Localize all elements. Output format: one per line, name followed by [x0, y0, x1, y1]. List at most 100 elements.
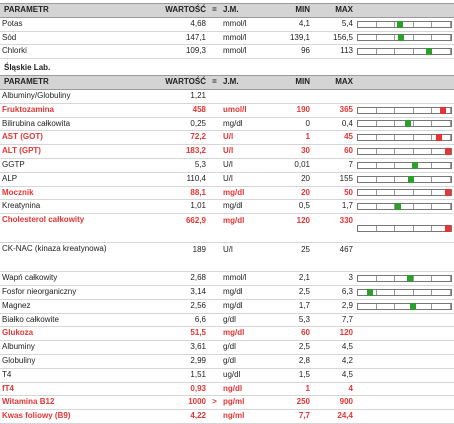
range-min: 25 — [274, 242, 312, 273]
table-row: ALT (GPT) 183,2 U/l 30 60 — [0, 144, 454, 159]
range-max: 1,7 — [312, 199, 355, 215]
table-row: Fosfor nieorganiczny 3,14 mg/dl 2,5 6,3 — [0, 285, 454, 300]
range-marker — [411, 161, 418, 169]
range-min: 0,5 — [274, 199, 312, 215]
range-marker — [445, 224, 451, 232]
unit-label: mg/dl — [221, 299, 274, 314]
result-flag — [208, 409, 221, 424]
result-value: 51,5 — [152, 326, 208, 342]
scale-segment — [432, 162, 451, 168]
parameter-name: GGTP — [0, 158, 152, 173]
range-marker — [366, 288, 373, 296]
range-indicator-cell — [355, 186, 454, 201]
parameter-name: Wapń całkowity — [0, 271, 152, 286]
unit-label: mmol/l — [221, 17, 274, 32]
result-flag: > — [208, 395, 221, 411]
range-indicator-cell — [355, 313, 454, 328]
result-value: 4,22 — [152, 409, 208, 424]
header-jm: J.M. — [221, 75, 274, 90]
scale-segment — [358, 149, 377, 155]
range-indicator-cell — [355, 89, 454, 104]
scale-segment — [377, 176, 396, 182]
range-scale-bar — [357, 134, 452, 142]
parameter-name: Mocznik — [0, 186, 152, 201]
result-value: 458 — [152, 103, 208, 118]
scale-segment — [377, 135, 396, 141]
range-indicator-cell — [355, 172, 454, 187]
scale-segment — [414, 107, 433, 113]
unit-label — [221, 89, 274, 104]
lab-results-page: PARAMETR WARTOŚĆ = J.M. MIN MAX Potas 4,6… — [0, 3, 454, 424]
scale-segment — [377, 276, 396, 282]
result-value: 1,51 — [152, 368, 208, 383]
scale-segment — [358, 107, 377, 113]
scale-segment — [414, 162, 433, 168]
result-flag — [208, 172, 221, 187]
scale-segment — [358, 289, 377, 295]
range-scale-bar — [357, 224, 452, 232]
result-value: 0,25 — [152, 117, 208, 132]
parameter-name: Magnez — [0, 299, 152, 314]
scale-segment — [358, 21, 377, 27]
scale-segment — [395, 276, 414, 282]
range-max: 7 — [312, 158, 355, 173]
range-scale-bar — [357, 161, 452, 169]
parameter-name: ALP — [0, 172, 152, 187]
scale-segment — [414, 289, 433, 295]
header-eq: = — [208, 3, 221, 18]
range-max: 5,4 — [312, 17, 355, 32]
range-min: 1 — [274, 130, 312, 146]
result-flag — [208, 368, 221, 383]
table-row: Potas 4,68 mmol/l 4,1 5,4 — [0, 17, 454, 32]
scale-segment — [377, 149, 396, 155]
table-header-row: PARAMETR WARTOŚĆ = J.M. MIN MAX — [0, 3, 454, 18]
range-min: 139,1 — [274, 31, 312, 46]
result-value: 72,2 — [152, 130, 208, 146]
biochemistry-table: PARAMETR WARTOŚĆ = J.M. MIN MAX Albuminy… — [0, 75, 454, 424]
table-row: Wapń całkowity 2,68 mmol/l 2,1 3 — [0, 271, 454, 286]
range-scale-bar — [357, 275, 452, 283]
table-row: Fruktozamina 458 umol/l 190 365 — [0, 103, 454, 118]
range-indicator-cell — [355, 340, 454, 355]
scale-segment — [377, 303, 396, 309]
range-max — [312, 89, 355, 104]
table-row: Albuminy/Globuliny 1,21 — [0, 89, 454, 104]
scale-segment — [358, 276, 377, 282]
scale-segment — [432, 49, 451, 55]
range-indicator-cell — [355, 354, 454, 369]
range-max: 7,7 — [312, 313, 355, 328]
range-indicator-cell — [355, 271, 454, 286]
parameter-name: Globuliny — [0, 354, 152, 369]
range-scale-bar — [357, 48, 452, 56]
parameter-name: Cholesterol całkowity — [0, 213, 152, 244]
header-jm: J.M. — [221, 3, 274, 18]
header-eq: = — [208, 75, 221, 90]
scale-segment — [414, 190, 433, 196]
range-min: 2,8 — [274, 354, 312, 369]
range-marker — [445, 148, 451, 156]
scale-segment — [395, 121, 414, 127]
scale-segment — [358, 121, 377, 127]
range-min: 4,1 — [274, 17, 312, 32]
result-value: 1,01 — [152, 199, 208, 215]
scale-segment — [414, 35, 433, 41]
scale-segment — [358, 204, 377, 210]
scale-segment — [395, 289, 414, 295]
parameter-name: Białko całkowite — [0, 313, 152, 328]
range-min: 96 — [274, 44, 312, 60]
scale-segment — [377, 107, 396, 113]
unit-label: mg/dl — [221, 326, 274, 342]
range-scale-bar — [357, 106, 452, 114]
range-max: 4,2 — [312, 354, 355, 369]
range-indicator-cell — [355, 158, 454, 173]
parameter-name: AST (GOT) — [0, 130, 152, 146]
unit-label: mg/dl — [221, 213, 274, 244]
range-max: 4 — [312, 382, 355, 397]
range-min: 1 — [274, 382, 312, 397]
result-value: 2,68 — [152, 271, 208, 286]
scale-segment — [414, 303, 433, 309]
header-scale — [355, 75, 454, 90]
table-row: Chlorki 109,3 mmol/l 96 113 — [0, 44, 454, 60]
range-max: 4,5 — [312, 368, 355, 383]
range-scale-bar — [357, 34, 452, 42]
